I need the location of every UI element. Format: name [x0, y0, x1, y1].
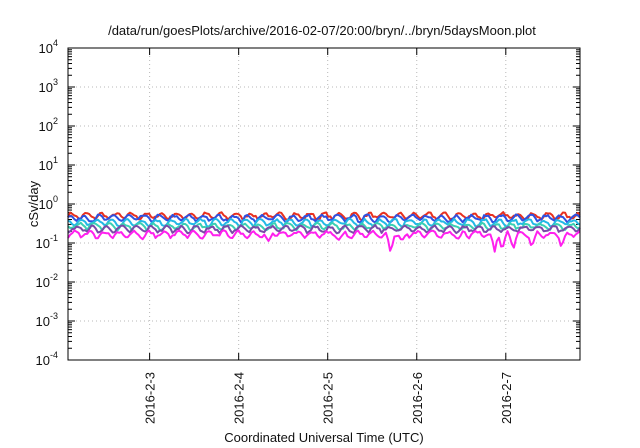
series-line	[67, 224, 581, 235]
x-tick-label: 2016-2-7	[499, 372, 514, 424]
chart-title: /data/run/goesPlots/archive/2016-02-07/2…	[108, 23, 536, 38]
series-group	[67, 211, 581, 253]
plot-frame	[67, 47, 581, 361]
axis-ticks	[68, 47, 580, 361]
y-tick-label: 10-2	[36, 272, 58, 290]
y-tick-label: 10-3	[36, 311, 58, 329]
grid	[68, 48, 580, 360]
y-tick-label: 104	[39, 38, 58, 56]
x-tick-label: 2016-2-4	[232, 372, 247, 424]
x-axis-label: Coordinated Universal Time (UTC)	[224, 430, 423, 445]
x-tick-label: 2016-2-5	[321, 372, 336, 424]
y-tick-label: 102	[39, 116, 58, 134]
y-tick-labels: 10-4 10-3 10-2 10-1 100 101 102 103 104	[36, 38, 58, 368]
series-line	[67, 211, 581, 222]
y-tick-label: 100	[39, 194, 58, 212]
y-tick-label: 101	[39, 155, 58, 173]
y-tick-label: 103	[39, 77, 58, 95]
x-tick-labels: 2016-2-3 2016-2-4 2016-2-5 2016-2-6 2016-2-7	[143, 372, 514, 424]
y-tick-label: 10-4	[36, 350, 58, 368]
y-axis-label: cSv/day	[26, 180, 41, 227]
series-line	[67, 217, 581, 228]
x-tick-label: 2016-2-6	[410, 372, 425, 424]
series-line	[67, 229, 581, 253]
y-tick-label: 10-1	[36, 233, 58, 251]
x-tick-label: 2016-2-3	[143, 372, 158, 424]
